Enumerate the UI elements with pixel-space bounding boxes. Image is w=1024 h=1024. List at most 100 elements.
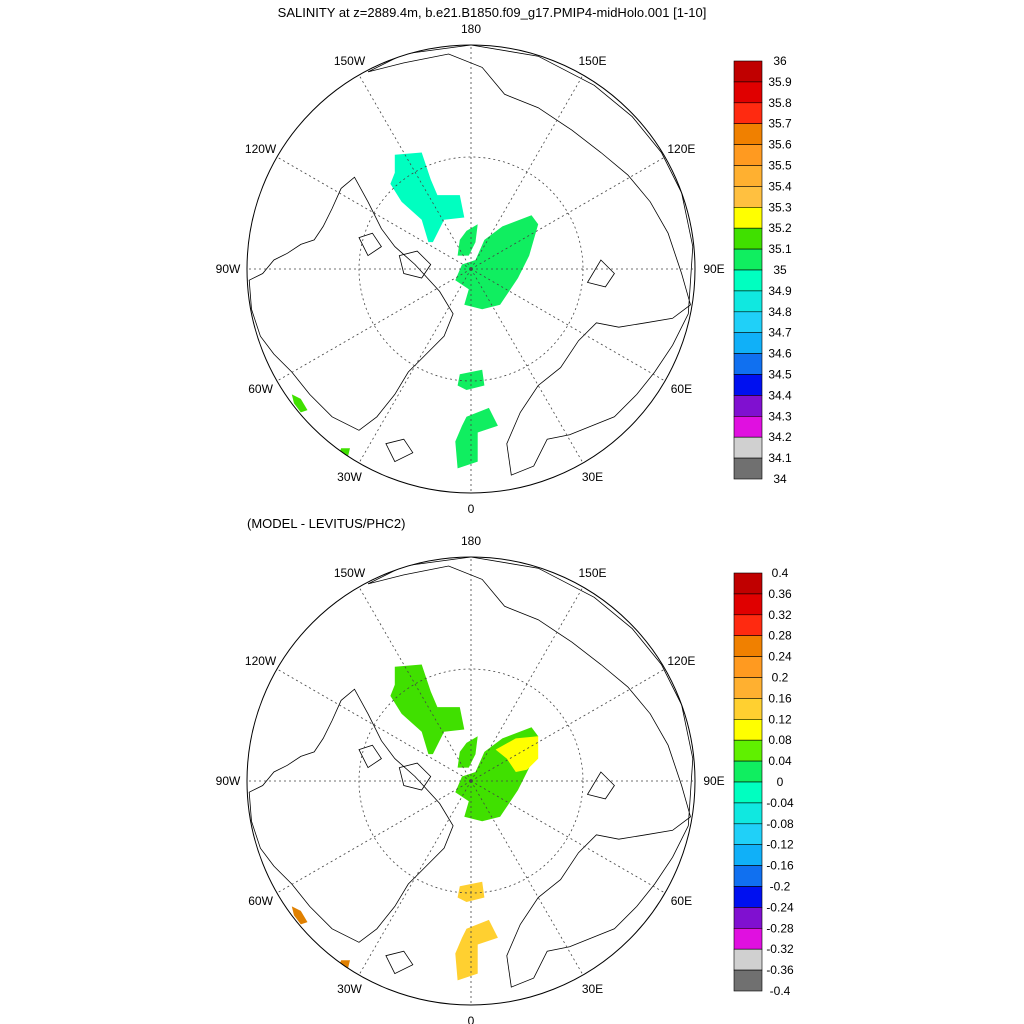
colorbar-swatch xyxy=(733,332,763,354)
longitude-label: 30E xyxy=(582,982,603,996)
colorbar-label: 0.24 xyxy=(768,650,792,664)
longitude-label: 90E xyxy=(703,262,724,276)
colorbar-swatch xyxy=(733,248,763,271)
region-labrador-sea xyxy=(291,906,308,925)
colorbar-swatch xyxy=(733,123,763,145)
coastline-4 xyxy=(358,232,382,257)
colorbar-label: 34.4 xyxy=(768,388,792,402)
panel2-title: (MODEL - LEVITUS/PHC2) xyxy=(247,516,405,531)
colorbar-swatch xyxy=(733,927,763,950)
colorbar-label: 0.2 xyxy=(772,671,789,685)
region-eurasian-basin-west xyxy=(457,224,478,256)
coastline-0 xyxy=(248,176,454,431)
colorbar-swatch xyxy=(733,886,763,908)
colorbar-swatch xyxy=(733,415,763,438)
colorbar-label: 0 xyxy=(777,775,784,789)
region-eurasian-basin-main xyxy=(455,215,539,310)
region-eurasian-basin-upper xyxy=(495,736,539,772)
colorbar-label: 0.36 xyxy=(768,587,792,601)
colorbar-swatch xyxy=(733,948,763,971)
meridian-line xyxy=(358,586,472,782)
meridian-line xyxy=(470,780,584,976)
colorbar-label: -0.32 xyxy=(766,942,794,956)
colorbar-swatch xyxy=(733,844,763,866)
colorbar-label: 0.12 xyxy=(768,712,792,726)
longitude-label: 150E xyxy=(578,54,606,68)
longitude-label: 120W xyxy=(245,654,277,668)
colorbar-label: 35.4 xyxy=(768,179,792,193)
colorbar-swatch xyxy=(733,395,763,417)
colorbar-swatch xyxy=(733,865,763,887)
colorbar-label: 0.04 xyxy=(768,754,792,768)
salinity-difference-map-panel: 180 150E 120E 90E 60E 30E 0 30W 60W 90W 120W 150W 0.… xyxy=(216,534,794,1024)
colorbar-label: -0.28 xyxy=(766,921,794,935)
colorbar-swatch xyxy=(733,907,763,929)
colorbar-label: 0.32 xyxy=(768,608,792,622)
colorbar-label: 35.2 xyxy=(768,221,792,235)
figure-title: SALINITY at z=2889.4m, b.e21.B1850.f09_g… xyxy=(278,5,707,20)
map-area xyxy=(247,557,695,1005)
colorbar-label: 34 xyxy=(773,472,787,486)
meridian-line xyxy=(470,780,666,894)
colorbar-label: 0.08 xyxy=(768,733,792,747)
colorbar-label: 0.4 xyxy=(772,566,789,580)
colorbar-swatch xyxy=(733,81,763,104)
meridian-line xyxy=(470,268,666,382)
coastline-4 xyxy=(358,744,382,769)
coastline-0 xyxy=(248,688,454,943)
colorbar-label: 34.7 xyxy=(768,326,792,340)
colorbar-swatch xyxy=(733,457,763,480)
meridian-line xyxy=(470,156,666,270)
meridian-line xyxy=(470,74,584,270)
colorbar-label: 36 xyxy=(773,54,787,68)
colorbar-label: -0.24 xyxy=(766,900,794,914)
colorbar-swatch xyxy=(733,802,763,825)
colorbar-label: 34.9 xyxy=(768,284,792,298)
coastline-5 xyxy=(385,950,414,975)
colorbar-swatch xyxy=(733,760,763,783)
longitude-label: 30W xyxy=(337,470,362,484)
colorbar-swatch xyxy=(733,311,763,333)
colorbar-swatch xyxy=(733,656,763,678)
coastline-2 xyxy=(586,259,615,288)
colorbar-label: 35 xyxy=(773,263,787,277)
colorbar-label: 34.3 xyxy=(768,409,792,423)
colorbar-swatch xyxy=(733,677,763,699)
colorbar-label: -0.12 xyxy=(766,838,794,852)
longitude-label: 60W xyxy=(248,382,273,396)
colorbar-label: 34.1 xyxy=(768,451,792,465)
longitude-label: 120E xyxy=(667,142,695,156)
colorbar-label: 35.3 xyxy=(768,200,792,214)
colorbar-swatch xyxy=(733,718,763,741)
coastline-5 xyxy=(385,438,414,463)
longitude-label: 60E xyxy=(671,382,692,396)
colorbar-swatch xyxy=(733,969,763,992)
colorbar-swatch xyxy=(733,186,763,208)
colorbar-swatch xyxy=(733,207,763,229)
longitude-label: 60W xyxy=(248,894,273,908)
map-boundary xyxy=(246,44,696,494)
colorbar-swatch xyxy=(733,269,763,292)
colorbar-label: 0.16 xyxy=(768,691,792,705)
longitude-label: 180 xyxy=(461,534,481,548)
meridian-line xyxy=(470,668,666,782)
colorbar-label: 34.2 xyxy=(768,430,792,444)
region-nordic-seas xyxy=(455,407,498,469)
longitude-label: 60E xyxy=(671,894,692,908)
longitude-label: 90E xyxy=(703,774,724,788)
longitude-label: 90W xyxy=(216,774,241,788)
longitude-label: 0 xyxy=(468,1014,475,1024)
region-canada-basin xyxy=(390,152,465,243)
coastline-1 xyxy=(367,45,694,476)
coastline-3 xyxy=(398,762,432,791)
longitude-label: 120E xyxy=(667,654,695,668)
colorbar-label: 34.5 xyxy=(768,368,792,382)
colorbar-label: 35.6 xyxy=(768,138,792,152)
map-boundary xyxy=(246,556,696,1006)
salinity-map-panel: 180 150E 120E 90E 60E 30E 0 30W 60W 90W 120W 150W 36… xyxy=(216,22,792,516)
region-nordic-seas xyxy=(455,919,498,981)
colorbar-label: 34.6 xyxy=(768,347,792,361)
colorbar-swatch xyxy=(733,436,763,459)
colorbar-label: 35.9 xyxy=(768,75,792,89)
